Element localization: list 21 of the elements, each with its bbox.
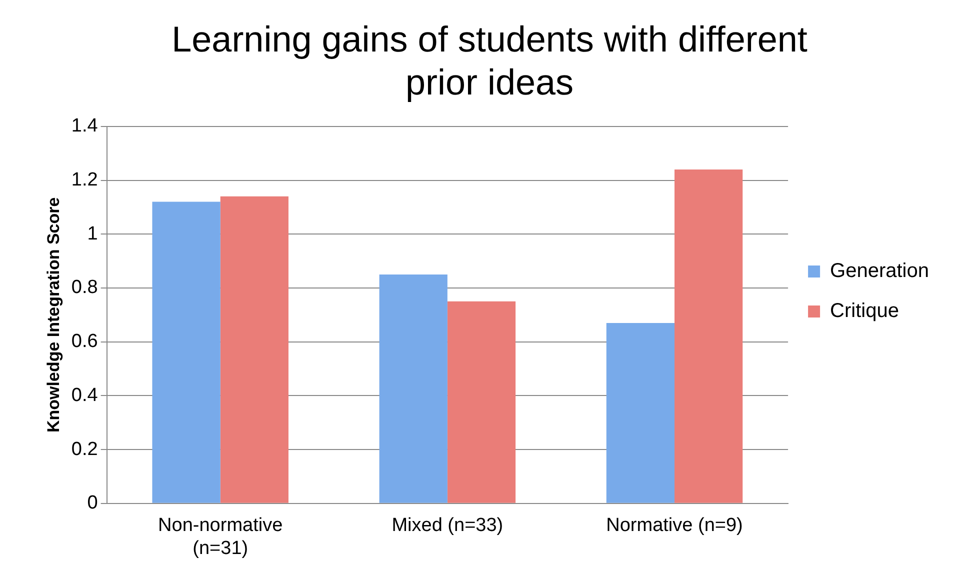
chart-title: Learning gains of students with different prior ideas bbox=[172, 18, 808, 103]
y-tick-label: 0.6 bbox=[71, 331, 98, 352]
bar bbox=[447, 301, 516, 503]
legend-label: Generation bbox=[830, 260, 930, 282]
bar bbox=[379, 274, 448, 503]
bar bbox=[152, 202, 220, 503]
y-axis-title: Knowledge Integration Score bbox=[44, 197, 63, 432]
x-tick-label: Non-normative (n=31) bbox=[158, 515, 283, 559]
y-tick-label: 0 bbox=[87, 492, 98, 514]
y-tick-label: 0.8 bbox=[71, 277, 98, 298]
x-tick-label: Normative (n=9) bbox=[606, 515, 743, 536]
y-tick-label: 0.2 bbox=[71, 438, 98, 460]
legend-label: Critique bbox=[830, 300, 899, 322]
y-tick-label: 1 bbox=[87, 223, 98, 244]
y-tick-label: 0.4 bbox=[71, 384, 98, 406]
bar bbox=[606, 322, 675, 503]
y-tick-label: 1.4 bbox=[71, 116, 98, 137]
y-tick-label: 1.2 bbox=[71, 169, 98, 190]
bar bbox=[220, 196, 288, 503]
x-tick-label: Mixed (n=33) bbox=[392, 515, 504, 536]
bar bbox=[674, 169, 743, 503]
